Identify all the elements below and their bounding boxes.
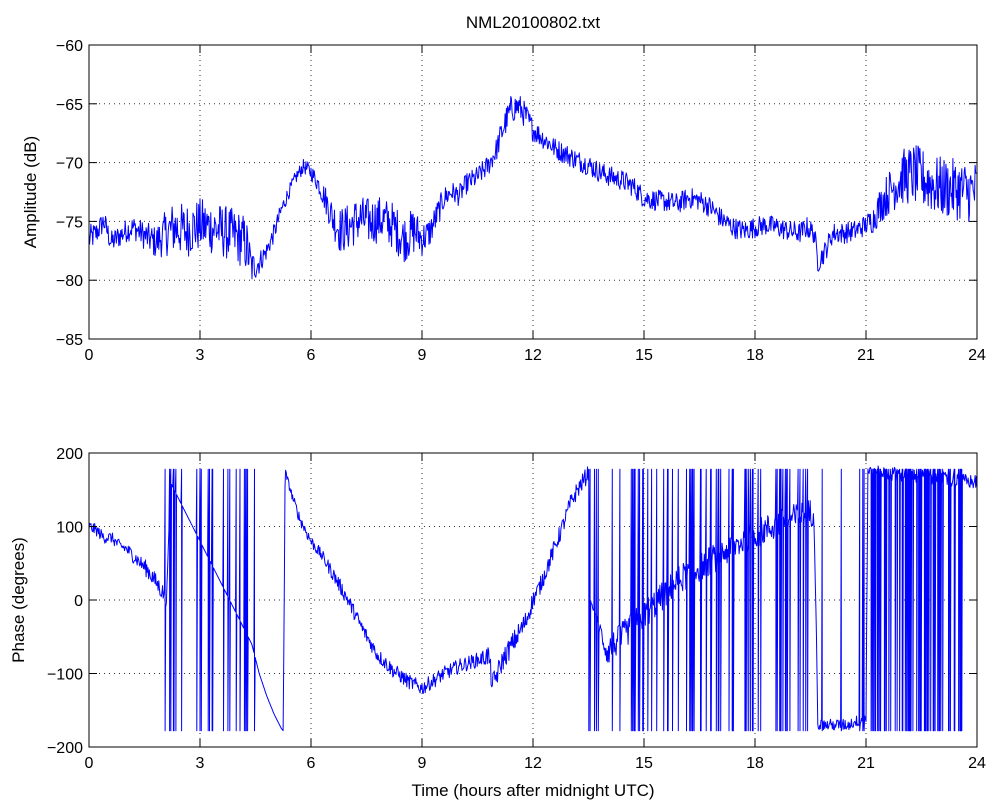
amplitude-y-tick-label: −70 (56, 156, 83, 173)
amplitude-x-tick-label: 12 (524, 347, 542, 364)
amplitude-y-tick-label: −60 (56, 38, 83, 55)
amplitude-x-tick-label: 9 (418, 347, 427, 364)
phase-x-tick-label: 15 (635, 755, 653, 772)
phase-x-tick-label: 6 (307, 755, 316, 772)
phase-x-tick-label: 9 (418, 755, 427, 772)
amplitude-x-tick-label: 24 (968, 347, 986, 364)
amplitude-y-tick-label: −65 (56, 97, 83, 114)
chart-title: NML20100802.txt (466, 13, 600, 32)
amplitude-trace-group (88, 96, 978, 280)
phase-series-line (88, 465, 978, 732)
phase-chart: 0 3 6 9 12 15 18 21 24 200 100 0 −100 −200 Time (hour… (9, 446, 986, 800)
phase-y-tick-label: 200 (56, 446, 83, 463)
phase-x-tick-label: 18 (746, 755, 764, 772)
phase-x-axis-label: Time (hours after midnight UTC) (411, 781, 654, 800)
amplitude-ticks: 0 3 6 9 12 15 18 21 24 −60 −65 −70 −75 −80 −85 (56, 38, 986, 364)
phase-y-tick-label: −100 (47, 667, 83, 684)
amplitude-chart: NML20100802.txt 0 3 6 9 12 15 18 21 24 −60 −65 −70 −… (21, 13, 986, 364)
phase-trace-group (88, 465, 978, 732)
amplitude-y-tick-label: −80 (56, 273, 83, 290)
amplitude-gridlines (89, 45, 977, 339)
amplitude-x-tick-label: 18 (746, 347, 764, 364)
amplitude-x-tick-label: 0 (85, 347, 94, 364)
amplitude-series-line (88, 96, 978, 280)
phase-x-tick-label: 12 (524, 755, 542, 772)
amplitude-x-tick-label: 3 (196, 347, 205, 364)
phase-x-tick-label: 21 (857, 755, 875, 772)
amplitude-y-axis-label: Amplitude (dB) (21, 136, 40, 248)
phase-y-axis-label: Phase (degrees) (9, 537, 28, 663)
amplitude-y-tick-label: −85 (56, 332, 83, 349)
amplitude-x-tick-label: 6 (307, 347, 316, 364)
phase-ticks: 0 3 6 9 12 15 18 21 24 200 100 0 −100 −200 (47, 446, 986, 772)
phase-y-tick-label: 0 (74, 593, 83, 610)
phase-y-tick-label: −200 (47, 740, 83, 757)
amplitude-y-tick-label: −75 (56, 214, 83, 231)
amplitude-x-tick-label: 21 (857, 347, 875, 364)
phase-x-tick-label: 3 (196, 755, 205, 772)
phase-x-tick-label: 24 (968, 755, 986, 772)
amplitude-x-tick-label: 15 (635, 347, 653, 364)
phase-x-tick-label: 0 (85, 755, 94, 772)
phase-y-tick-label: 100 (56, 520, 83, 537)
